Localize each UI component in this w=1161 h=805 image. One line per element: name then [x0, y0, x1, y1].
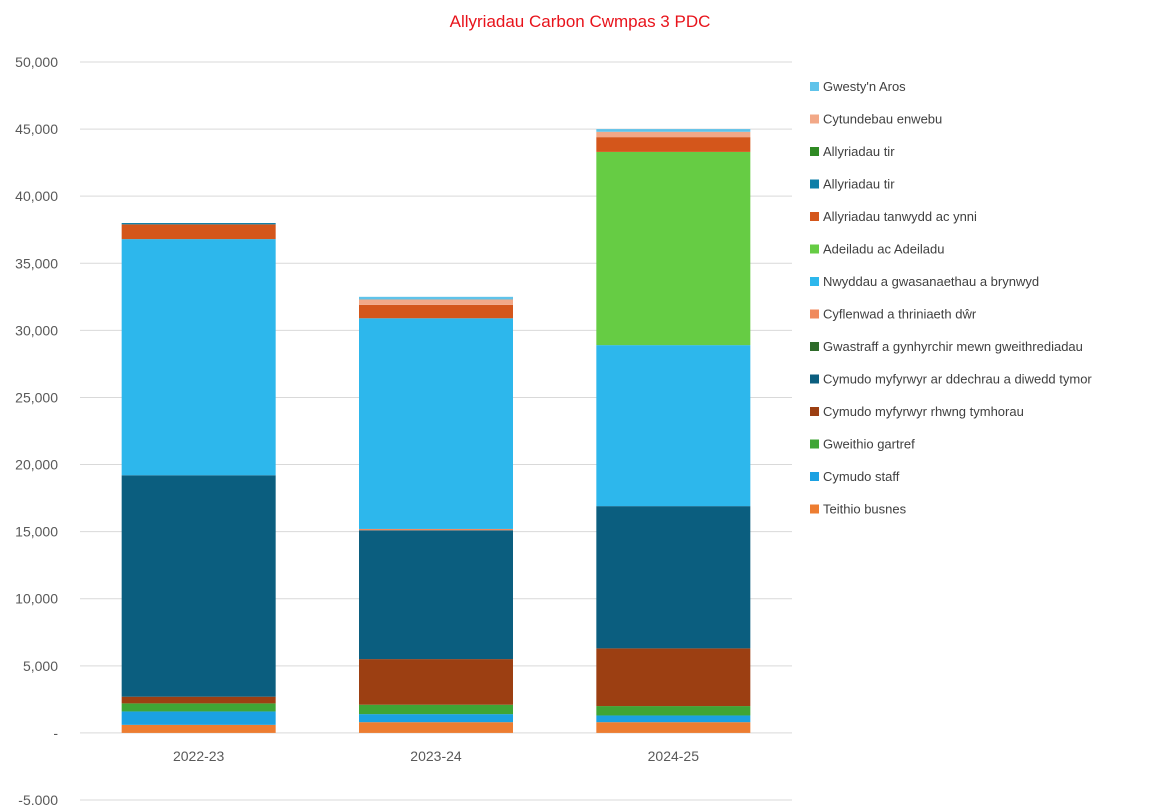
bar-segment	[596, 648, 751, 707]
bar-segment	[121, 724, 276, 733]
legend-label: Gwastraff a gynhyrchir mewn gweithrediad…	[823, 339, 1083, 354]
bar-segment	[359, 528, 513, 531]
chart-title: Allyriadau Carbon Cwmpas 3 PDC	[450, 12, 711, 31]
legend-label: Cytundebau enwebu	[823, 112, 942, 127]
bar-segment	[359, 722, 513, 733]
bar-segment	[121, 711, 276, 725]
legend-swatch	[810, 504, 819, 514]
y-tick-label: 25,000	[15, 389, 58, 405]
bar-segment	[596, 706, 751, 716]
legend-label: Adeiladu ac Adeiladu	[823, 242, 944, 257]
bar-segment	[596, 715, 751, 723]
legend-swatch	[810, 244, 819, 254]
bar-segment	[121, 696, 276, 704]
legend-swatch	[810, 277, 819, 286]
bars	[121, 129, 751, 733]
y-tick-label: -	[53, 725, 58, 741]
bar-segment	[359, 659, 513, 705]
y-tick-label: 40,000	[15, 188, 58, 204]
legend-swatch	[810, 82, 819, 91]
y-tick-label: 10,000	[15, 591, 58, 607]
y-axis-ticks: 50,000 45,000 40,000 35,000 30,000 25,000 20,0…	[15, 54, 58, 805]
y-tick-label: 5,000	[23, 658, 58, 674]
y-tick-label: -5,000	[18, 792, 58, 805]
legend-swatch	[810, 179, 819, 189]
y-tick-label: 30,000	[15, 322, 58, 338]
legend-label: Allyriadau tir	[823, 177, 895, 192]
bar-segment	[596, 151, 751, 346]
x-tick-label: 2022-23	[173, 748, 225, 764]
bar-segment	[596, 345, 751, 507]
bar-segment	[359, 296, 513, 300]
bar-segment	[121, 224, 276, 240]
bar-segment	[359, 530, 513, 660]
y-tick-label: 20,000	[15, 457, 58, 473]
bar-segment	[359, 318, 513, 529]
bar-segment	[596, 131, 751, 138]
legend-label: Cymudo staff	[823, 469, 900, 484]
legend-swatch	[810, 114, 819, 124]
bar-segment	[359, 299, 513, 305]
x-axis-ticks: 2022-23 2023-24 2024-25	[173, 748, 699, 764]
legend-label: Teithio busnes	[823, 502, 907, 517]
bar-segment	[596, 506, 751, 649]
x-tick-label: 2024-25	[648, 748, 700, 764]
bar-segment	[121, 239, 276, 476]
legend-swatch	[810, 147, 819, 156]
y-tick-label: 50,000	[15, 54, 58, 70]
bar-segment	[596, 722, 751, 733]
bar-segment	[359, 304, 513, 319]
bar-segment	[596, 137, 751, 152]
bar-segment	[121, 703, 276, 712]
legend-swatch	[810, 342, 819, 351]
bar-segment	[359, 704, 513, 715]
x-tick-label: 2023-24	[410, 748, 462, 764]
legend: Gwesty'n Aros Cytundebau enwebu Allyriadau…	[810, 79, 1092, 517]
legend-label: Gwesty'n Aros	[823, 79, 906, 94]
bar-segment	[596, 129, 751, 132]
bar-segment	[121, 223, 276, 225]
legend-swatch	[810, 407, 819, 416]
legend-label: Cymudo myfyrwyr ar ddechrau a diwedd tym…	[823, 372, 1092, 387]
legend-swatch	[810, 212, 819, 221]
legend-label: Cymudo myfyrwyr rhwng tymhorau	[823, 404, 1024, 419]
legend-swatch	[810, 439, 819, 449]
legend-swatch	[810, 472, 819, 481]
legend-label: Cyflenwad a thriniaeth dŵr	[823, 307, 977, 322]
y-tick-label: 15,000	[15, 524, 58, 540]
legend-label: Allyriadau tanwydd ac ynni	[823, 209, 977, 224]
bar-segment	[359, 714, 513, 723]
legend-label: Nwyddau a gwasanaethau a brynwyd	[823, 274, 1039, 289]
bar-segment	[121, 475, 276, 697]
legend-swatch	[810, 374, 819, 384]
legend-label: Gweithio gartref	[823, 437, 915, 452]
y-tick-label: 45,000	[15, 121, 58, 137]
y-tick-label: 35,000	[15, 255, 58, 271]
legend-label: Allyriadau tir	[823, 144, 895, 159]
legend-swatch	[810, 309, 819, 319]
